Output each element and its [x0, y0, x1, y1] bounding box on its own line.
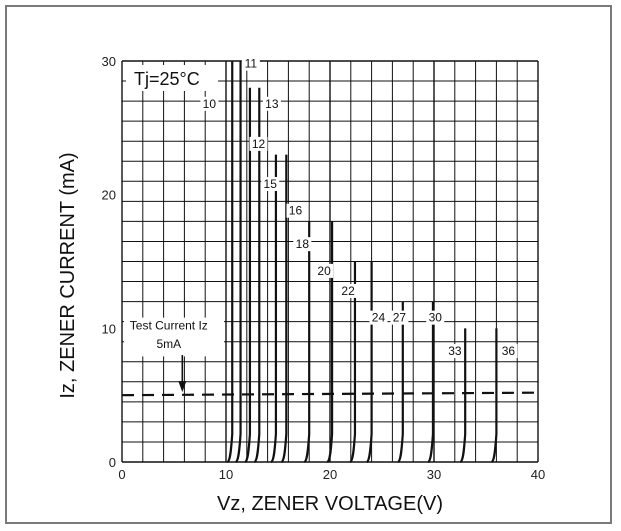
- curve-label-16: 16: [289, 204, 303, 218]
- curve-label-10: 10: [203, 97, 217, 111]
- zener-curve-33: [459, 328, 467, 464]
- x-tick-label: 10: [219, 467, 233, 482]
- grid: [121, 60, 539, 463]
- zener-curve-10: [226, 61, 234, 464]
- x-tick-label: 0: [118, 467, 125, 482]
- test-current-line: [121, 391, 539, 397]
- zener-curve-30: [427, 301, 435, 464]
- curve-label-background: [445, 344, 464, 359]
- curve-label-background: [241, 56, 260, 71]
- curve-labels: 10 11 12 13 15 16 18 20 22 24 27 30 33 36: [200, 56, 518, 359]
- test-current-value: 5mA: [156, 337, 181, 351]
- curve-label-12: 12: [252, 137, 266, 151]
- curve-label-background: [286, 203, 305, 218]
- zener-curve-36: [490, 328, 498, 464]
- y-tick-label: 10: [102, 321, 116, 336]
- test-current-label-background: [124, 317, 224, 357]
- y-axis-title: Iz, ZENER CURRENT (mA): [57, 152, 79, 398]
- curve-label-36: 36: [502, 344, 516, 358]
- zener-curve-27: [397, 301, 404, 464]
- curve-label-18: 18: [296, 237, 310, 251]
- curve-label-background: [249, 136, 268, 151]
- x-tick-label: 20: [323, 467, 337, 482]
- curve-label-background: [200, 96, 219, 111]
- zener-curve-20: [326, 221, 334, 464]
- curve-label-background: [339, 283, 358, 298]
- zener-curve-11: [234, 61, 242, 464]
- curve-label-27: 27: [393, 311, 407, 325]
- zener-curve-18: [303, 221, 311, 464]
- x-tick-label: 40: [531, 467, 545, 482]
- zener-curve-13: [253, 87, 261, 464]
- curve-label-background: [262, 96, 281, 111]
- curve-label-22: 22: [341, 284, 355, 298]
- zener-curve-16: [280, 154, 288, 464]
- curve-label-background: [293, 237, 312, 252]
- zener-curve-24: [366, 261, 373, 464]
- zener-curves: [226, 61, 498, 464]
- y-tick-label: 0: [109, 455, 116, 470]
- curve-label-24: 24: [372, 311, 386, 325]
- curve-label-background: [499, 344, 518, 359]
- curve-label-background: [390, 310, 409, 325]
- temperature-label: Tj=25°C: [134, 69, 200, 89]
- temperature-label-background: [126, 65, 218, 91]
- curve-label-background: [426, 310, 445, 325]
- curve-label-33: 33: [448, 344, 462, 358]
- zener-curve-22: [349, 261, 357, 464]
- zener-curve-12: [244, 87, 252, 464]
- test-current-label: Test Current Iz: [130, 318, 208, 332]
- curve-label-30: 30: [429, 311, 443, 325]
- curve-label-background: [315, 263, 334, 278]
- tick-labels: 0 10 20 30 40 0 10 20 30: [102, 54, 546, 482]
- y-tick-label: 30: [102, 54, 116, 69]
- x-tick-label: 30: [427, 467, 441, 482]
- curve-label-11: 11: [245, 57, 258, 71]
- x-axis-title: Vz, ZENER VOLTAGE(V): [217, 493, 443, 515]
- curve-label-20: 20: [317, 264, 331, 278]
- zener-curve-15: [270, 154, 278, 464]
- curve-label-15: 15: [264, 177, 278, 191]
- y-tick-label: 20: [102, 188, 116, 203]
- test-current-arrowhead: [178, 381, 187, 393]
- curve-label-background: [261, 176, 280, 191]
- curve-label-background: [369, 310, 388, 325]
- curve-label-13: 13: [265, 97, 279, 111]
